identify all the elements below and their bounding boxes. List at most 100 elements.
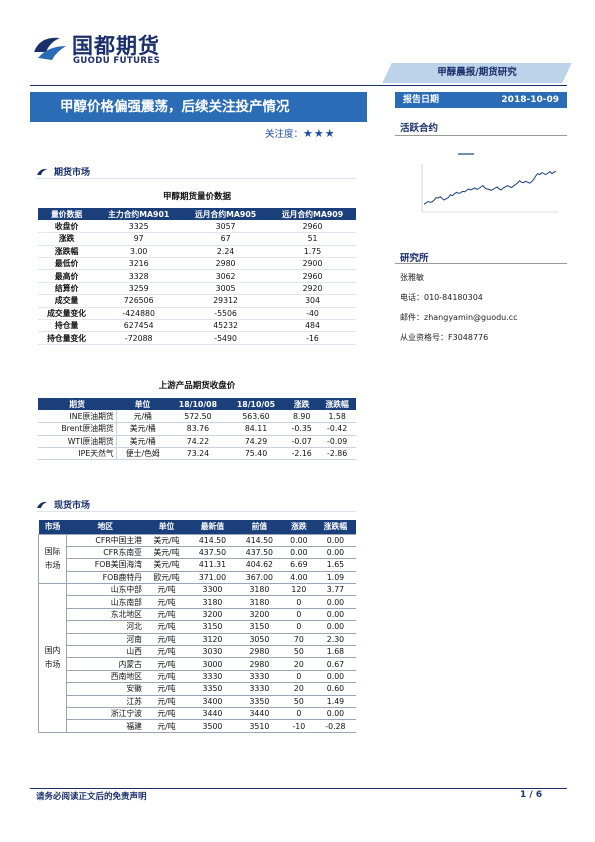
cell-value: 3030 [189, 644, 236, 659]
cell-value: 572.50 [168, 410, 227, 424]
cell-value: 0 [282, 620, 315, 634]
cell-value: 2980 [235, 644, 283, 659]
cell-value: 元/吨 [143, 632, 189, 647]
cell-value: 3.77 [314, 583, 356, 597]
footer-divider [30, 788, 567, 789]
cell-value: 美元/桶 [116, 435, 169, 449]
cell-value: 6.69 [282, 558, 315, 572]
table-row: 安徽 元/吨 3350 3330 20 0.60 [39, 682, 356, 696]
row-label: 持仓量 [38, 319, 96, 333]
cell-value: 1.58 [318, 410, 356, 424]
analyst-email[interactable]: 邮件：zhangyamin@guodu.cc [400, 313, 518, 322]
col-header: 涨跌 [285, 398, 319, 411]
analyst-phone: 电话：010-84180304 [400, 293, 483, 302]
cell-value: 50 [282, 644, 315, 659]
cell-value: 3180 [189, 595, 236, 609]
table-row: 河南 元/吨 3120 3050 70 2.30 [39, 632, 356, 647]
cell-value: 3150 [235, 620, 283, 634]
table-row: 最低价 3216 2980 2900 [38, 257, 356, 271]
row-label: 内蒙古 [66, 657, 144, 671]
table-row: 涨跌幅 3.00 2.24 1.75 [38, 245, 356, 259]
upstream-table: 期货 单位 18/10/08 18/10/05 涨跌 涨跌幅 INE原油期货 元/… [38, 398, 356, 461]
cell-value: 元/吨 [143, 682, 189, 696]
disclaimer-link[interactable]: 请务必阅读正文后的免责声明 [36, 792, 147, 802]
row-label: 最低价 [38, 257, 96, 271]
cell-value: 2900 [269, 257, 356, 271]
cell-value: 3200 [235, 607, 283, 622]
cell-value: 2980 [182, 257, 270, 271]
table-row: 国内市场 山东中部 元/吨 3300 3180 120 3.77 [38, 583, 356, 733]
cell-value: -0.42 [318, 422, 356, 436]
table-row: 河北 元/吨 3150 3150 0 0.00 [39, 620, 356, 634]
table-row: 涨跌 97 67 51 [38, 232, 356, 246]
table-row: 成交量 726506 29312 304 [38, 294, 356, 308]
section-bullet-icon [37, 168, 47, 175]
col-header: 最新值 [189, 520, 236, 534]
cell-value: -2.86 [318, 447, 356, 461]
brand-name-en: GUODU FUTURES [73, 56, 161, 66]
row-label: 涨跌幅 [38, 245, 96, 259]
cell-value: -0.07 [285, 435, 319, 449]
cell-value: 元/桶 [116, 410, 169, 424]
cell-value: 0.00 [314, 669, 356, 684]
row-label: 河北 [66, 620, 144, 634]
cell-value: 1.09 [314, 570, 356, 585]
col-header: 单位 [143, 520, 189, 534]
cell-value: 3000 [189, 657, 236, 671]
cell-value: 75.40 [226, 447, 286, 461]
cell-value: 3150 [189, 620, 236, 634]
cell-value: 0.00 [314, 595, 356, 609]
cell-value: 29312 [182, 294, 270, 308]
cell-value: 2920 [269, 282, 356, 296]
market-group: 国际市场 [38, 533, 67, 585]
col-header: 涨跌幅 [318, 398, 356, 411]
table-row: 持仓量 627454 45232 484 [38, 319, 356, 333]
cell-value: 3120 [189, 632, 236, 647]
table-row: 结算价 3259 3005 2920 [38, 282, 356, 296]
cell-value: 0.67 [314, 657, 356, 671]
cell-value: -16 [269, 331, 356, 345]
cell-value: 20 [282, 682, 315, 696]
cell-value: 45232 [182, 319, 270, 333]
cell-value: 304 [269, 294, 356, 308]
cell-value: 0 [282, 669, 315, 684]
cell-value: 371.00 [189, 570, 236, 585]
table-row: 东北地区 元/吨 3200 3200 0 0.00 [39, 607, 356, 622]
cell-value: 3330 [189, 669, 236, 684]
cell-value: 51 [269, 232, 356, 246]
cell-value: 3500 [189, 719, 236, 733]
col-header: 量价数据 [38, 208, 96, 221]
row-label: FOB美国海湾 [66, 558, 144, 572]
cell-value: 414.50 [235, 533, 283, 547]
cell-value: -0.09 [318, 435, 356, 449]
active-contract-title: 活跃合约 [400, 123, 439, 134]
row-label: 江苏 [66, 694, 144, 708]
cell-value: -72088 [95, 331, 183, 345]
cell-value: 3259 [95, 282, 183, 296]
market-group: 国内市场 [38, 583, 67, 733]
cell-value: -0.28 [314, 719, 356, 733]
col-header: 地区 [66, 520, 144, 534]
cell-value: 8.90 [285, 410, 319, 424]
cell-value: 437.50 [235, 545, 283, 560]
cell-value: 0.00 [314, 620, 356, 634]
table-row: 持仓量变化 -72088 -5490 -16 [38, 331, 356, 345]
cell-value: 3057 [182, 220, 270, 234]
cell-value: 3216 [95, 257, 183, 271]
sidebar-rule [395, 135, 567, 136]
chart-axis [421, 164, 558, 213]
cell-value: -5490 [182, 331, 270, 345]
cell-value: 367.00 [235, 570, 283, 585]
institute-title: 研究所 [400, 253, 429, 264]
cell-value: 3330 [235, 682, 283, 696]
cell-value: 3300 [189, 583, 236, 597]
cell-value: 元/吨 [143, 719, 189, 733]
attention-label: 关注度： [265, 129, 304, 140]
cell-value: 元/吨 [143, 644, 189, 659]
table-row: 内蒙古 元/吨 3000 2980 20 0.67 [39, 657, 356, 671]
cell-value: 0.60 [314, 682, 356, 696]
cell-value: 83.76 [168, 422, 227, 436]
col-header: 主力合约MA901 [95, 208, 183, 221]
row-label: IPE天然气 [38, 447, 117, 461]
cell-value: 美元/桶 [116, 422, 169, 436]
